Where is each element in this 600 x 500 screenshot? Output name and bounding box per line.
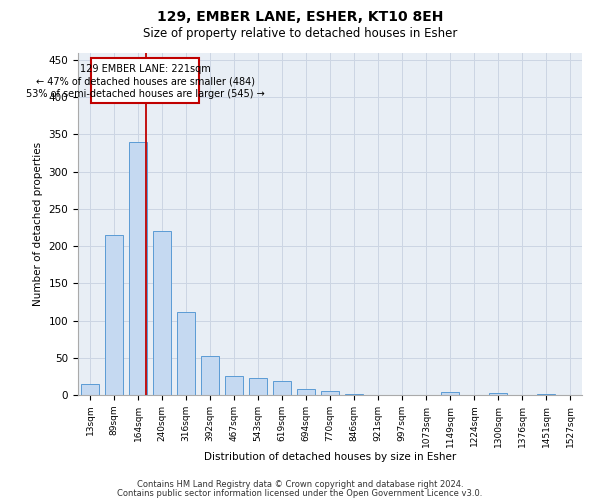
Bar: [105, 235, 123, 395]
Text: ← 47% of detached houses are smaller (484): ← 47% of detached houses are smaller (48…: [35, 76, 254, 86]
Bar: [489, 393, 507, 395]
Bar: [249, 378, 267, 395]
Text: 53% of semi-detached houses are larger (545) →: 53% of semi-detached houses are larger (…: [26, 89, 265, 99]
Bar: [537, 394, 555, 395]
Text: Size of property relative to detached houses in Esher: Size of property relative to detached ho…: [143, 28, 457, 40]
Bar: [153, 231, 171, 395]
Bar: [297, 389, 315, 395]
Text: Contains HM Land Registry data © Crown copyright and database right 2024.: Contains HM Land Registry data © Crown c…: [137, 480, 463, 489]
Bar: [225, 376, 243, 395]
Bar: [91, 58, 199, 103]
Bar: [81, 384, 99, 395]
Text: 129, EMBER LANE, ESHER, KT10 8EH: 129, EMBER LANE, ESHER, KT10 8EH: [157, 10, 443, 24]
X-axis label: Distribution of detached houses by size in Esher: Distribution of detached houses by size …: [204, 452, 456, 462]
Bar: [441, 392, 459, 395]
Bar: [273, 381, 291, 395]
Text: 129 EMBER LANE: 221sqm: 129 EMBER LANE: 221sqm: [80, 64, 211, 74]
Bar: [201, 356, 219, 395]
Bar: [321, 390, 339, 395]
Y-axis label: Number of detached properties: Number of detached properties: [33, 142, 43, 306]
Bar: [129, 142, 147, 395]
Text: Contains public sector information licensed under the Open Government Licence v3: Contains public sector information licen…: [118, 488, 482, 498]
Bar: [345, 394, 363, 395]
Bar: [177, 312, 195, 395]
